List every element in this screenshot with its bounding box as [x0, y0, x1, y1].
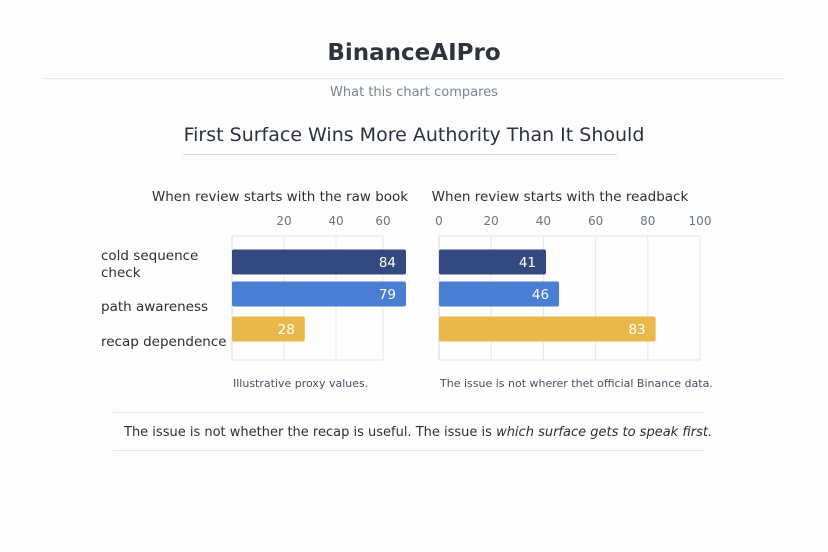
- tick-label: 20: [276, 214, 291, 228]
- footer-callout: The issue is not whether the recap is us…: [113, 412, 712, 451]
- panel-title: When review starts with the readback: [432, 189, 689, 205]
- chart-subtitle: What this chart compares: [330, 85, 498, 100]
- tick-label: 0: [435, 214, 443, 228]
- category-label: check: [101, 265, 141, 281]
- tick-label: 100: [689, 214, 712, 228]
- bar: [439, 281, 560, 307]
- tick-label: 80: [640, 214, 655, 228]
- footer-plain-text: The issue is not whether the recap is us…: [124, 425, 497, 440]
- bar-value-label: 79: [379, 287, 396, 303]
- panel-title: When review starts with the raw book: [152, 189, 408, 205]
- bar: [232, 249, 406, 275]
- tick-label: 60: [375, 214, 390, 228]
- category-label: cold sequence: [101, 248, 198, 264]
- bar: [232, 316, 305, 342]
- tick-label: 20: [484, 214, 499, 228]
- tick-label: 40: [536, 214, 551, 228]
- bar-value-label: 83: [628, 322, 645, 338]
- category-label: path awareness: [101, 299, 208, 315]
- title-underline: [183, 154, 617, 155]
- bar-value-label: 28: [278, 322, 295, 338]
- footer-text: The issue is not whether the recap is us…: [124, 425, 712, 440]
- tick-label: 40: [328, 214, 343, 228]
- bar: [439, 316, 656, 342]
- brand-title: BinanceAIPro: [327, 40, 501, 66]
- bar-value-label: 41: [519, 255, 536, 271]
- bar-value-label: 46: [532, 287, 549, 303]
- bar-value-label: 84: [379, 255, 396, 271]
- header-divider: [42, 78, 784, 79]
- footer-emphasis-text: which surface gets to speak first.: [496, 425, 713, 440]
- panel-note: The issue is not wherer thet official Bi…: [439, 377, 713, 390]
- tick-label: 60: [588, 214, 603, 228]
- panel-note: Illustrative proxy values.: [233, 377, 368, 390]
- bar: [232, 281, 406, 307]
- chart-title: First Surface Wins More Authority Than I…: [183, 124, 645, 146]
- bar: [439, 249, 547, 275]
- category-label: recap dependence: [101, 334, 227, 350]
